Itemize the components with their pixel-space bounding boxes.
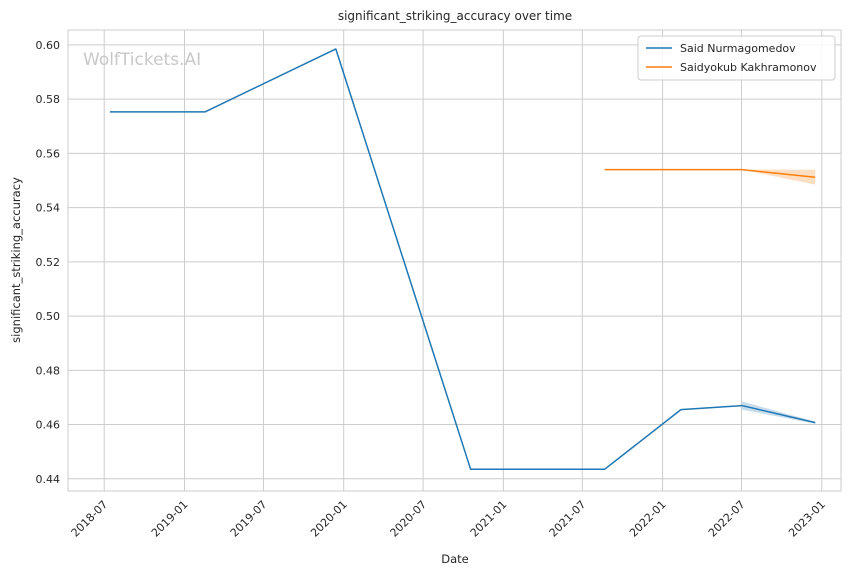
- x-tick-label: 2021-01: [468, 498, 510, 540]
- y-tick-label: 0.50: [36, 310, 61, 323]
- y-tick-label: 0.48: [36, 364, 61, 377]
- series-2-line: [604, 168, 816, 178]
- legend: Said Nurmagomedov Saidyokub Kakhramonov: [637, 35, 836, 81]
- series-lines: [109, 48, 816, 471]
- x-tick-label: 2020-07: [388, 498, 430, 540]
- x-tick-label: 2021-07: [547, 498, 589, 540]
- x-tick-label: 2020-01: [308, 498, 350, 540]
- x-tick-label: 2019-07: [228, 498, 270, 540]
- y-tick-label: 0.56: [36, 147, 61, 160]
- x-tick-label: 2022-07: [706, 498, 748, 540]
- watermark-text: WolfTickets.AI: [83, 50, 201, 70]
- x-tick-label: 2019-01: [149, 498, 191, 540]
- legend-entry-label: Saidyokub Kakhramonov: [680, 61, 817, 74]
- series-1-line: [109, 48, 816, 471]
- y-tick-label: 0.52: [36, 256, 61, 269]
- legend-entry-label: Said Nurmagomedov: [680, 42, 796, 55]
- x-tick-label: 2018-07: [69, 498, 111, 540]
- chart-title: significant_striking_accuracy over time: [338, 9, 572, 23]
- y-axis-ticks: 0.44 0.46 0.48 0.50 0.52 0.54 0.56 0.58 0.60: [36, 39, 61, 486]
- y-axis-label: significant_striking_accuracy: [9, 177, 23, 343]
- y-tick-label: 0.54: [36, 202, 61, 215]
- y-tick-label: 0.46: [36, 419, 61, 432]
- y-tick-label: 0.60: [36, 39, 61, 52]
- y-tick-label: 0.44: [36, 473, 61, 486]
- series-2-band: [741, 169, 816, 185]
- gridlines: [68, 30, 841, 491]
- x-tick-label: 2022-01: [627, 498, 669, 540]
- x-axis-label: Date: [441, 552, 469, 566]
- x-axis-ticks: 2018-07 2019-01 2019-07 2020-01 2020-07 2021-…: [69, 498, 828, 540]
- plot-area-frame: [67, 29, 842, 492]
- y-tick-label: 0.58: [36, 93, 61, 106]
- legend-box: [637, 35, 836, 81]
- x-tick-label: 2023-01: [786, 498, 828, 540]
